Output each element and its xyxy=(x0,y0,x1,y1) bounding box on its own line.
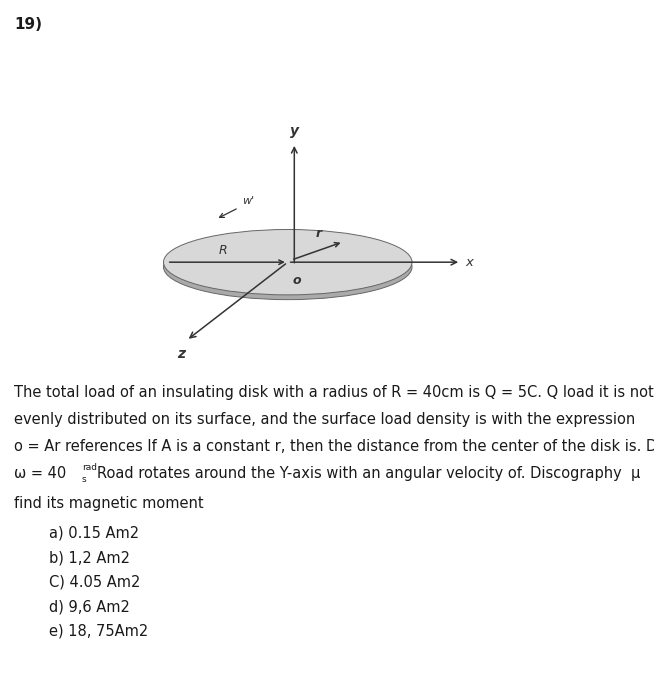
Text: rad: rad xyxy=(82,463,97,472)
Ellipse shape xyxy=(164,234,412,300)
Text: R: R xyxy=(219,244,228,257)
Text: ω = 40: ω = 40 xyxy=(14,466,67,481)
Text: The total load of an insulating disk with a radius of R = 40cm is Q = 5C. Q load: The total load of an insulating disk wit… xyxy=(14,385,654,400)
Text: b) 1,2 Am2: b) 1,2 Am2 xyxy=(49,550,130,565)
Text: find its magnetic moment: find its magnetic moment xyxy=(14,496,204,511)
Text: y: y xyxy=(290,124,299,138)
Text: z: z xyxy=(177,347,185,362)
Text: evenly distributed on its surface, and the surface load density is with the expr: evenly distributed on its surface, and t… xyxy=(14,412,636,427)
Text: 19): 19) xyxy=(14,17,43,32)
Text: x: x xyxy=(466,255,473,269)
Text: C) 4.05 Am2: C) 4.05 Am2 xyxy=(49,575,141,590)
Text: a) 0.15 Am2: a) 0.15 Am2 xyxy=(49,526,139,541)
Text: e) 18, 75Am2: e) 18, 75Am2 xyxy=(49,624,148,639)
Text: d) 9,6 Am2: d) 9,6 Am2 xyxy=(49,599,130,614)
Text: s: s xyxy=(82,475,86,484)
Text: o: o xyxy=(292,274,301,287)
Text: r: r xyxy=(315,227,321,240)
Ellipse shape xyxy=(164,229,412,295)
Text: o = Ar references If A is a constant r, then the distance from the center of the: o = Ar references If A is a constant r, … xyxy=(14,439,654,454)
Text: Road rotates around the Y-axis with an angular velocity of. Discography  μ: Road rotates around the Y-axis with an a… xyxy=(97,466,640,481)
Text: w': w' xyxy=(242,196,254,206)
